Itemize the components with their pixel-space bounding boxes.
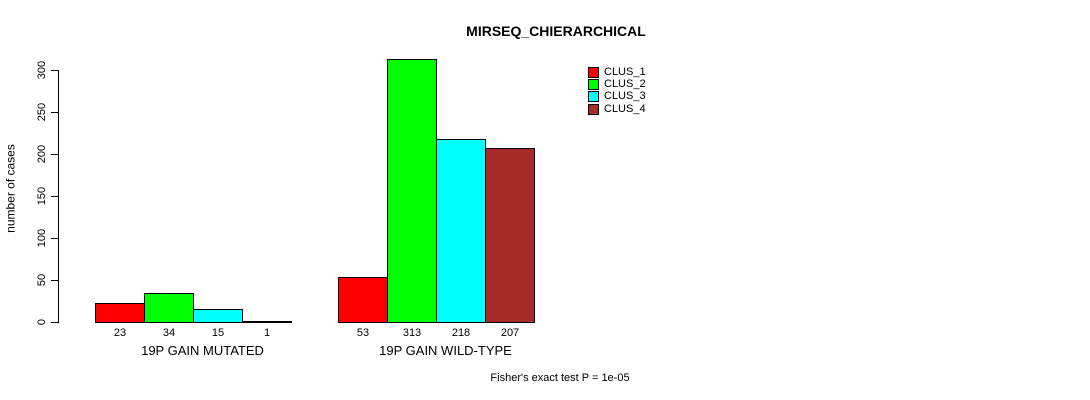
- legend-item-clus_4: CLUS_4: [588, 103, 646, 115]
- bar-clus_4-group2: [485, 148, 535, 323]
- y-tick-mark: [51, 112, 58, 113]
- bar-clus_3-group2: [436, 139, 486, 323]
- bar-value-label: 15: [211, 327, 225, 339]
- bar-clus_2-group1: [144, 293, 194, 323]
- legend-item-clus_2: CLUS_2: [588, 78, 646, 91]
- y-tick-label: 0: [36, 318, 48, 326]
- bar-value-label: 1: [263, 327, 271, 339]
- legend: CLUS_1 CLUS_2 CLUS_3 CLUS_4: [588, 66, 646, 116]
- bar-clus_2-group2: [387, 59, 437, 323]
- bar-clus_1-group1: [95, 303, 145, 323]
- fisher-test-annotation: Fisher's exact test P = 1e-05: [490, 372, 630, 384]
- bar-value-label: 207: [500, 327, 520, 339]
- y-tick-mark: [51, 280, 58, 281]
- legend-swatch-icon: [588, 79, 599, 91]
- group-baseline: [95, 322, 292, 323]
- chart-title: MIRSEQ_CHIERARCHICAL: [466, 23, 646, 39]
- y-tick-mark: [51, 322, 58, 323]
- bar-value-label: 53: [356, 327, 370, 339]
- legend-label: CLUS_1: [604, 65, 646, 78]
- bar-value-label: 218: [451, 327, 471, 339]
- category-label: 19P GAIN MUTATED: [141, 343, 264, 358]
- bar-value-label: 23: [113, 327, 127, 339]
- legend-label: CLUS_3: [604, 90, 646, 103]
- y-tick-mark: [51, 196, 58, 197]
- y-axis-title: number of cases: [3, 144, 18, 233]
- y-tick-label: 100: [36, 228, 48, 248]
- y-tick-label: 300: [36, 60, 48, 80]
- legend-swatch-icon: [588, 103, 599, 115]
- y-tick-label: 200: [36, 144, 48, 164]
- category-label: 19P GAIN WILD-TYPE: [379, 343, 512, 358]
- y-tick-label: 250: [36, 102, 48, 122]
- legend-swatch-icon: [588, 91, 599, 103]
- legend-item-clus_3: CLUS_3: [588, 91, 646, 103]
- bar-value-label: 313: [402, 327, 422, 339]
- y-tick-label: 50: [36, 273, 48, 287]
- legend-label: CLUS_4: [604, 102, 646, 115]
- y-tick-mark: [51, 70, 58, 71]
- bar-value-label: 34: [162, 327, 176, 339]
- legend-item-clus_1: CLUS_1: [588, 66, 646, 78]
- bar-clus_1-group2: [338, 277, 388, 323]
- bar-clus_3-group1: [193, 309, 243, 323]
- y-axis-line: [58, 70, 59, 323]
- y-tick-label: 150: [36, 186, 48, 206]
- group-baseline: [338, 322, 535, 323]
- legend-label: CLUS_2: [604, 78, 646, 91]
- y-tick-mark: [51, 154, 58, 155]
- legend-swatch-icon: [588, 66, 599, 78]
- y-tick-mark: [51, 238, 58, 239]
